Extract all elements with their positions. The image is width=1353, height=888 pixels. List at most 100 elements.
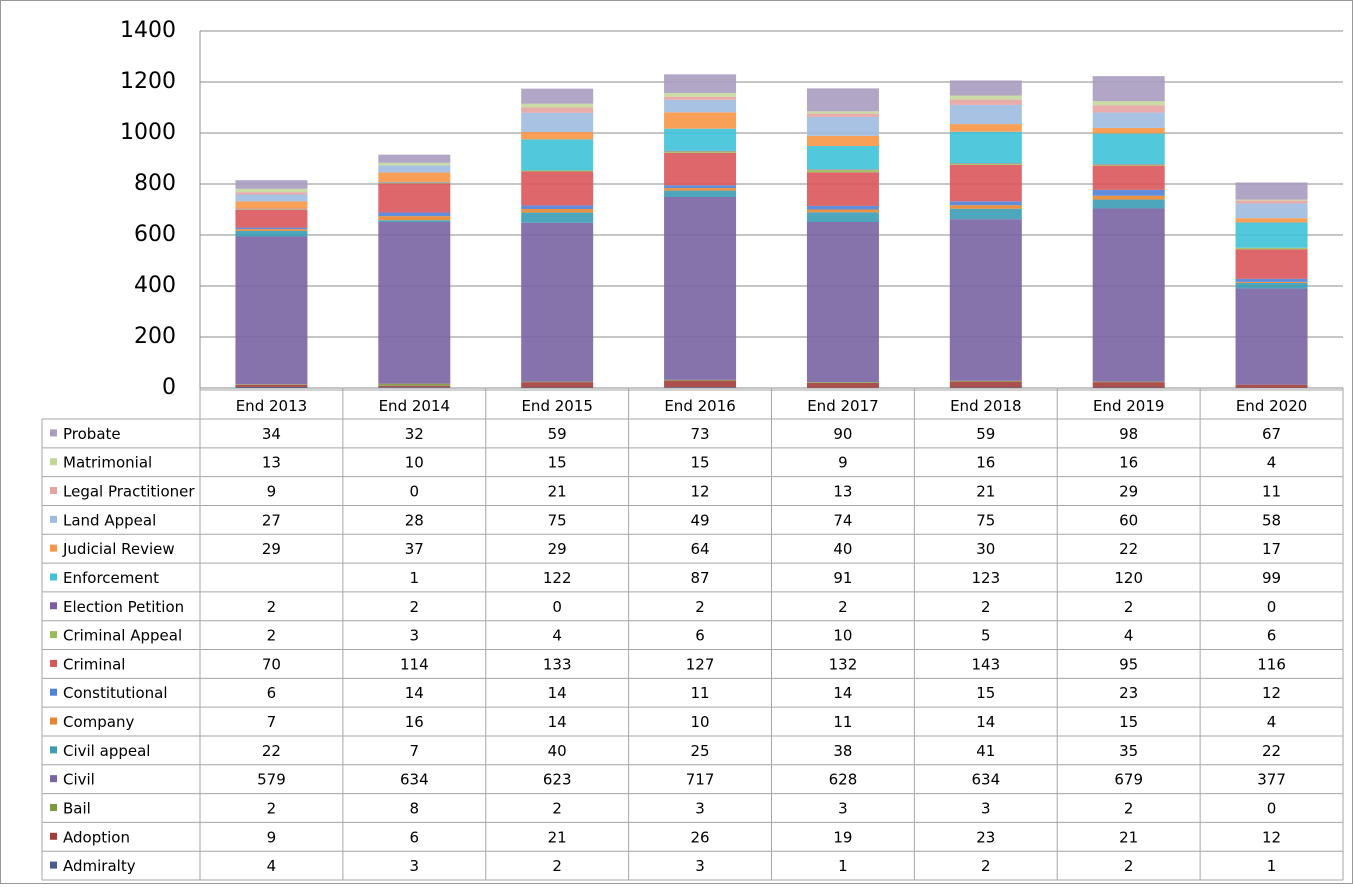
- table-value: 13: [262, 454, 281, 472]
- bar-segment: [950, 219, 1022, 381]
- legend-label: Legal Practitioner: [63, 483, 195, 501]
- bar-segment: [378, 216, 450, 220]
- bar-segment: [807, 170, 879, 173]
- bar-segment: [950, 96, 1022, 100]
- table-value: 123: [971, 569, 1000, 587]
- bar-segment: [950, 382, 1022, 388]
- table-value: 3: [410, 857, 420, 875]
- bar-segment: [950, 387, 1022, 388]
- table-value: 74: [833, 511, 852, 529]
- bar-segment: [950, 381, 1022, 382]
- bar-segment: [950, 209, 1022, 219]
- table-value: 2: [267, 799, 277, 817]
- x-tick-label: End 2020: [1236, 397, 1307, 415]
- table-value: 17: [1262, 540, 1281, 558]
- table-value: 87: [691, 569, 710, 587]
- bar-segment: [1236, 182, 1308, 199]
- legend-label: Adoption: [63, 828, 130, 846]
- bar-segment: [807, 382, 879, 383]
- bar-segment: [378, 387, 450, 388]
- y-tick-label: 1400: [120, 18, 176, 43]
- bar-segment: [1236, 223, 1308, 248]
- bar-segment: [378, 220, 450, 222]
- table-value: 41: [976, 742, 995, 760]
- legend-marker: [50, 746, 57, 753]
- table-value: 2: [1124, 799, 1134, 817]
- bar-segment: [521, 108, 593, 113]
- table-value: 99: [1262, 569, 1281, 587]
- table-value: 2: [267, 598, 277, 616]
- table-value: 143: [971, 655, 1000, 673]
- table-value: 133: [543, 655, 572, 673]
- y-tick-label: 400: [134, 273, 176, 298]
- table-value: 122: [543, 569, 572, 587]
- table-value: 114: [400, 655, 429, 673]
- bar-segment: [950, 165, 1022, 201]
- bar-segment: [950, 132, 1022, 163]
- table-value: 0: [1267, 598, 1277, 616]
- table-value: 64: [691, 540, 710, 558]
- bar-segment: [521, 382, 593, 383]
- table-value: 32: [405, 425, 424, 443]
- table-value: 120: [1114, 569, 1143, 587]
- table-value: 70: [262, 655, 281, 673]
- bar-segment: [1093, 382, 1165, 383]
- table-value: 12: [1262, 828, 1281, 846]
- bar-segment: [1236, 282, 1308, 283]
- bar-segment: [521, 113, 593, 132]
- table-value: 98: [1119, 425, 1138, 443]
- table-value: 4: [267, 857, 277, 875]
- table-value: 7: [410, 742, 420, 760]
- bar-segment: [950, 124, 1022, 132]
- table-value: 91: [833, 569, 852, 587]
- table-value: 38: [833, 742, 852, 760]
- table-value: 21: [1119, 828, 1138, 846]
- table-value: 30: [976, 540, 995, 558]
- y-tick-label: 200: [134, 324, 176, 349]
- table-value: 634: [971, 771, 1000, 789]
- bar-segment: [1093, 387, 1165, 388]
- table-value: 22: [1119, 540, 1138, 558]
- legend-label: Bail: [63, 799, 91, 817]
- bar-segment: [521, 209, 593, 213]
- y-tick-label: 800: [134, 171, 176, 196]
- bar-segment: [1093, 165, 1165, 166]
- legend-label: Land Appeal: [63, 511, 156, 529]
- y-tick-label: 1200: [120, 69, 176, 94]
- table-value: 49: [691, 511, 710, 529]
- table-value: 67: [1262, 425, 1281, 443]
- legend-marker: [50, 689, 57, 696]
- bar-segment: [950, 205, 1022, 209]
- table-value: 35: [1119, 742, 1138, 760]
- bar-segment: [1093, 113, 1165, 128]
- table-value: 3: [838, 799, 848, 817]
- bar-segment: [235, 209, 307, 210]
- table-value: 40: [833, 540, 852, 558]
- bar-segment: [1236, 279, 1308, 282]
- table-value: 2: [981, 857, 991, 875]
- bar-segment: [378, 163, 450, 166]
- table-value: 23: [976, 828, 995, 846]
- table-value: 127: [686, 655, 715, 673]
- table-value: 6: [410, 828, 420, 846]
- bar-segment: [378, 384, 450, 386]
- bar-segment: [807, 206, 879, 210]
- legend-marker: [50, 602, 57, 609]
- bar-segment: [521, 223, 593, 382]
- bar-segment: [1236, 283, 1308, 289]
- x-tick-label: End 2014: [379, 397, 450, 415]
- table-value: 2: [552, 857, 562, 875]
- legend-marker: [50, 429, 57, 436]
- table-value: 22: [262, 742, 281, 760]
- table-value: 14: [548, 713, 567, 731]
- table-value: 2: [838, 598, 848, 616]
- bar-segment: [664, 188, 736, 191]
- table-value: 1: [1267, 857, 1277, 875]
- legend-marker: [50, 660, 57, 667]
- table-value: 623: [543, 771, 572, 789]
- bar-segment: [664, 74, 736, 93]
- bar-segment: [235, 209, 307, 210]
- table-value: 3: [410, 627, 420, 645]
- legend-label: Constitutional: [63, 684, 168, 702]
- legend-marker: [50, 545, 57, 552]
